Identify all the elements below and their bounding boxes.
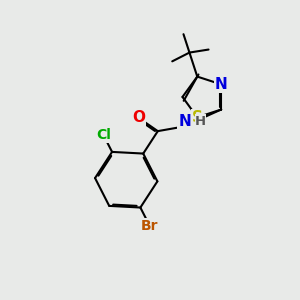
Text: N: N xyxy=(215,77,228,92)
Text: O: O xyxy=(132,110,145,125)
Text: H: H xyxy=(195,115,206,128)
Text: Cl: Cl xyxy=(96,128,111,142)
Text: Br: Br xyxy=(141,219,159,233)
Text: N: N xyxy=(178,114,191,129)
Text: S: S xyxy=(192,110,203,125)
